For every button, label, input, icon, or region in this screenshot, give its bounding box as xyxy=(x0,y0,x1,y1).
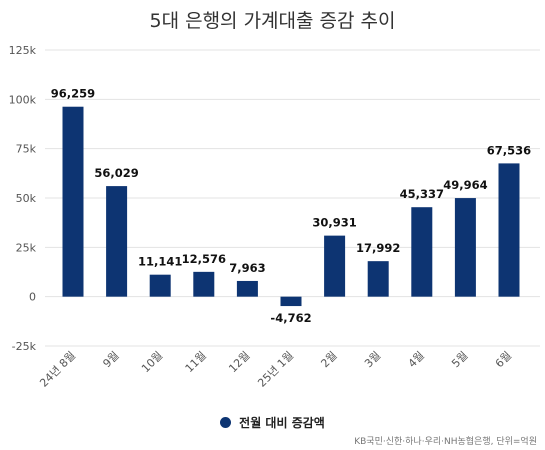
x-tick-label: 4월 xyxy=(406,349,427,370)
data-label: 56,029 xyxy=(94,166,138,180)
data-label: 30,931 xyxy=(312,216,356,230)
x-tick-label: 10월 xyxy=(139,349,165,375)
bar xyxy=(236,280,258,297)
x-tick-label: 6월 xyxy=(493,349,514,370)
bar xyxy=(149,274,171,297)
y-tick-label: 0 xyxy=(29,291,36,304)
source-note: KB국민·신한·하나·우리·NH농협은행, 단위=억원 xyxy=(354,437,537,447)
x-tick-label: 3월 xyxy=(362,349,383,370)
x-tick-label: 9월 xyxy=(100,349,121,370)
data-label: 67,536 xyxy=(487,143,531,157)
x-tick-label: 11월 xyxy=(183,349,209,375)
bar xyxy=(280,296,302,307)
y-tick-label: 75k xyxy=(16,143,37,156)
legend: 전월 대비 증감액 xyxy=(0,414,545,431)
x-tick-label: 2월 xyxy=(318,349,339,370)
bar xyxy=(411,207,433,297)
data-label: 17,992 xyxy=(356,241,400,255)
data-label: 7,963 xyxy=(229,261,265,275)
data-label: 49,964 xyxy=(443,178,487,192)
y-tick-label: -25k xyxy=(12,340,37,353)
data-label: 12,576 xyxy=(182,252,226,266)
data-label: -4,762 xyxy=(270,311,311,325)
chart-title: 5대 은행의 가계대출 증감 추이 xyxy=(149,10,396,32)
legend-label: 전월 대비 증감액 xyxy=(239,416,325,430)
legend-marker xyxy=(220,417,232,428)
bar xyxy=(193,271,215,297)
bar xyxy=(62,106,84,297)
bar xyxy=(498,163,520,297)
x-tick-label: 5월 xyxy=(449,349,470,370)
bar xyxy=(106,186,128,297)
x-tick-label: 25년 1월 xyxy=(255,349,296,390)
bar xyxy=(454,198,476,297)
x-tick-label: 12월 xyxy=(226,349,252,375)
y-tick-label: 50k xyxy=(16,192,37,205)
data-label: 45,337 xyxy=(400,187,444,201)
bar xyxy=(324,235,346,297)
bar xyxy=(367,261,389,297)
x-tick-label: 24년 8월 xyxy=(37,349,78,390)
y-tick-label: 125k xyxy=(9,44,37,57)
data-label: 96,259 xyxy=(51,87,95,101)
data-label: 11,141 xyxy=(138,255,182,269)
y-tick-label: 100k xyxy=(9,93,37,106)
y-tick-label: 25k xyxy=(16,241,37,254)
